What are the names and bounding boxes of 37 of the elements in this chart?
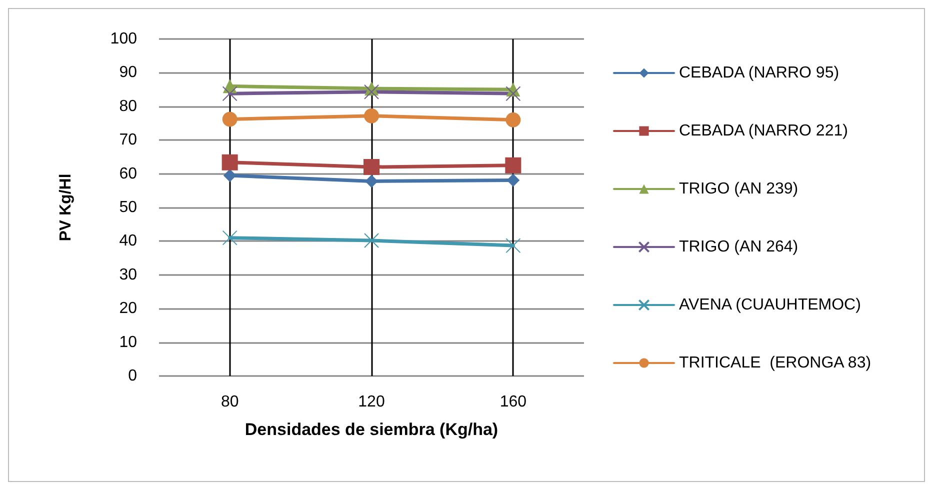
legend-label: TRIGO (AN 264) bbox=[679, 238, 798, 256]
y-tick-label: 30 bbox=[119, 266, 138, 284]
point bbox=[506, 238, 521, 254]
point bbox=[222, 154, 238, 170]
point bbox=[505, 157, 522, 174]
legend-label: CEBADA (NARRO 95) bbox=[679, 64, 840, 82]
y-tick-label: 20 bbox=[119, 300, 138, 318]
point bbox=[222, 112, 238, 127]
y-tick-label: 0 bbox=[128, 368, 138, 384]
legend-label: TRIGO (AN 239) bbox=[679, 180, 798, 198]
y-tick-label: 80 bbox=[119, 98, 138, 115]
x-tick-label: 120 bbox=[358, 394, 385, 410]
y-axis-title: PV Kg/Hl bbox=[58, 174, 74, 242]
y-tick-label: 10 bbox=[119, 334, 138, 351]
point bbox=[223, 168, 236, 182]
y-tick-label: 60 bbox=[119, 165, 138, 182]
x-axis-title: Densidades de siembra (Kg/ha) bbox=[244, 420, 498, 439]
y-tick-label: 70 bbox=[119, 132, 138, 149]
point bbox=[364, 159, 380, 176]
point bbox=[506, 86, 521, 102]
point bbox=[506, 174, 520, 187]
y-tick-label: 90 bbox=[119, 64, 138, 82]
point bbox=[222, 86, 238, 102]
x-tick-label: 160 bbox=[500, 394, 527, 410]
y-tick-label: 100 bbox=[110, 30, 138, 48]
point bbox=[364, 84, 379, 100]
x-tick-label: 80 bbox=[220, 394, 239, 410]
point bbox=[506, 112, 521, 128]
legend-label: CEBADA (NARRO 221) bbox=[679, 122, 848, 140]
point bbox=[365, 174, 378, 188]
y-tick-label: 50 bbox=[119, 199, 138, 216]
point bbox=[364, 108, 379, 124]
y-tick-label: 40 bbox=[119, 232, 138, 250]
legend-label: AVENA (CUAUHTEMOC) bbox=[679, 296, 861, 314]
point bbox=[222, 230, 238, 246]
point bbox=[364, 233, 379, 248]
legend-label: TRITICALE (ERONGA 83) bbox=[679, 354, 872, 372]
